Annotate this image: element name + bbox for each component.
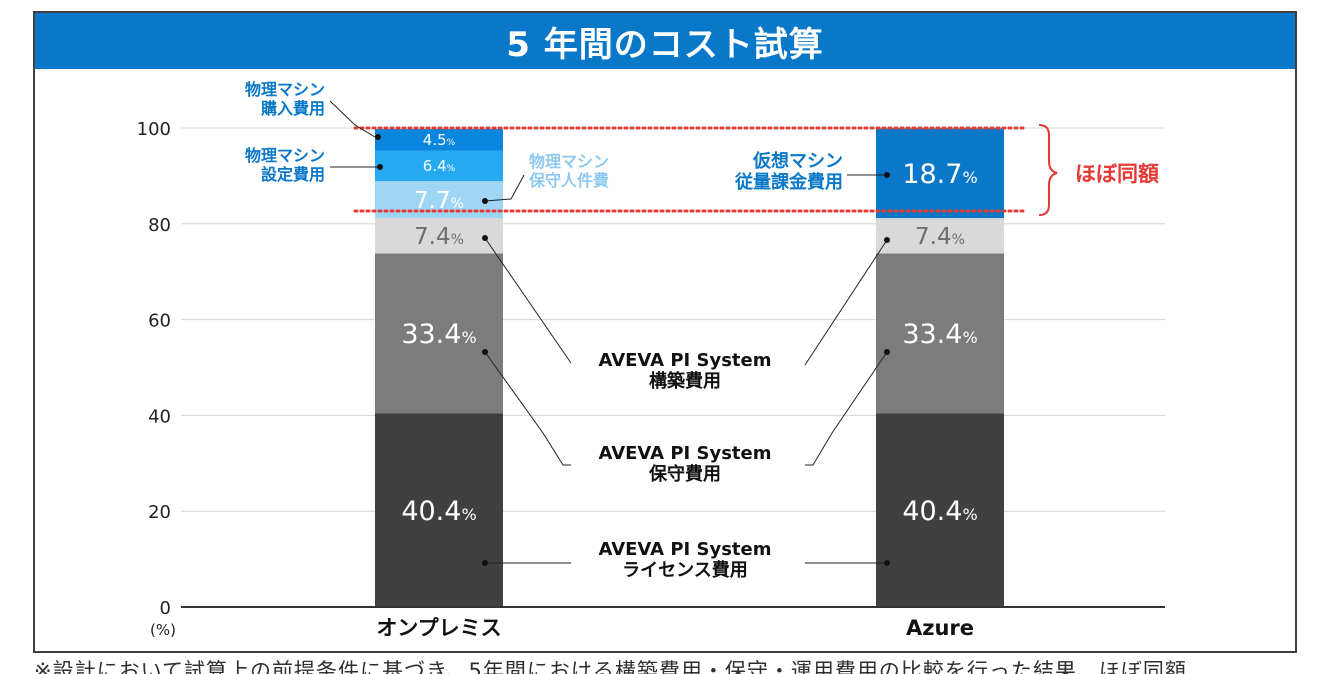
bar-value-label: 6.4% (423, 157, 456, 175)
leader-dot (375, 134, 381, 140)
stacked-bar-chart: 0 20 40 60 80 100 (%) 40.4% 33.4% 7.4% 7.7% 6.4% 4.5… (137, 80, 1165, 640)
bar-value-label: 40.4% (401, 496, 476, 527)
y-tick-label: 100 (137, 119, 171, 140)
leader-dot (884, 349, 890, 355)
same-amount-brace (1038, 124, 1058, 216)
y-tick-label: 20 (148, 502, 171, 523)
leader-aveva-build-right (804, 239, 888, 366)
annotation-vm: 仮想マシン従量課金費用 (734, 150, 843, 193)
footer-note: ※設計において試算上の前提条件に基づき、5年間における構築費用・保守・運用費用の… (34, 660, 1187, 674)
annotation-purchase: 物理マシン購入費用 (245, 80, 325, 118)
annotation-maint-staff: 物理マシン保守人件費 (528, 152, 609, 190)
bar-value-label: 40.4% (902, 496, 977, 527)
leader-dot (482, 560, 488, 566)
y-tick-label: 40 (148, 406, 171, 427)
bar-segment (876, 218, 1004, 254)
bar-segment (375, 150, 503, 182)
y-unit-label: (%) (150, 621, 176, 639)
y-tick-label: 0 (160, 598, 171, 619)
bar-segment (876, 253, 1004, 414)
bar-value-label: 7.4% (414, 224, 464, 250)
bar-value-label: 18.7% (902, 159, 977, 190)
annotation-aveva-license: AVEVA PI System ライセンス費用 (599, 539, 772, 581)
leader-purchase (329, 100, 376, 138)
bar-segment (375, 218, 503, 254)
leader-dot (884, 172, 890, 178)
leader-aveva-maint-right (805, 351, 888, 466)
y-tick-label: 60 (148, 311, 171, 332)
bar-value-label: 4.5% (423, 131, 456, 149)
bar-segment (375, 413, 503, 607)
leader-dot (482, 235, 488, 241)
leader-dot (482, 198, 488, 204)
x-category-label: オンプレミス (376, 616, 501, 640)
bar-segment (375, 253, 503, 414)
bar-value-label: 7.4% (915, 224, 965, 250)
bar-segment (876, 128, 1004, 219)
bar-value-label: 7.7% (414, 188, 464, 214)
bar-value-label: 33.4% (902, 319, 977, 350)
x-category-label: Azure (906, 616, 974, 640)
leader-dot (377, 164, 383, 170)
leader-aveva-build-left (484, 237, 572, 364)
leader-maint-staff (484, 174, 525, 202)
leader-aveva-maint-left (484, 351, 571, 466)
annotation-setup: 物理マシン設定費用 (245, 146, 325, 184)
bar-segment (375, 128, 503, 151)
leader-dot (884, 560, 890, 566)
leader-dot (482, 349, 488, 355)
annotation-aveva-maint: AVEVA PI System 保守費用 (599, 443, 772, 485)
chart-frame: 5 年間のコスト試算 0 20 40 60 80 100 (%) 40.4% 33.4% 7.4%… (33, 11, 1297, 653)
leader-dot (884, 237, 890, 243)
bar-segment (876, 413, 1004, 607)
annotation-aveva-build: AVEVA PI System 構築費用 (599, 350, 772, 392)
bar-value-label: 33.4% (401, 319, 476, 350)
y-tick-label: 80 (148, 215, 171, 236)
chart-title: 5 年間のコスト試算 (35, 13, 1295, 69)
same-amount-label: ほぼ同額 (1075, 162, 1159, 186)
